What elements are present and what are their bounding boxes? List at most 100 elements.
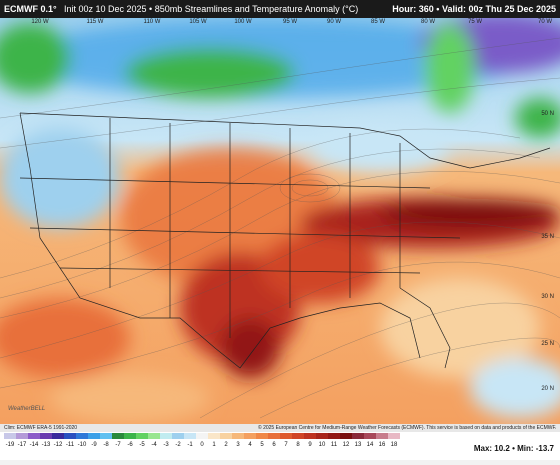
colorbar-label: 10 <box>319 442 326 448</box>
colorbar-swatch <box>160 433 172 439</box>
colorbar-label: -2 <box>175 442 181 448</box>
colorbar-label: 7 <box>284 442 288 448</box>
colorbar-swatch <box>76 433 88 439</box>
colorbar-label: -6 <box>127 442 133 448</box>
colorbar-swatch <box>52 433 64 439</box>
colorbar-label: 2 <box>224 442 228 448</box>
colorbar-swatch <box>16 433 28 439</box>
colorbar-swatch <box>196 433 208 439</box>
colorbar-label: 4 <box>248 442 252 448</box>
colorbar-label: -3 <box>163 442 169 448</box>
colorbar: -19 -17 -14 -13 -12 -11 -10 -9 -8 -7 -6 -5 -4 -3 -2 -1 0… <box>4 433 400 448</box>
colorbar-label: -1 <box>187 442 193 448</box>
colorbar-panel: -19 -17 -14 -13 -12 -11 -10 -9 -8 -7 -6 -5 -4 -3 -2 -1 0… <box>0 432 560 460</box>
longitude-label: 90 W <box>327 19 341 25</box>
colorbar-swatch <box>148 433 160 439</box>
colorbar-label: -8 <box>103 442 109 448</box>
longitude-label: 115 W <box>87 19 104 25</box>
colorbar-swatch <box>340 433 352 439</box>
longitude-label: 105 W <box>189 19 207 25</box>
colorbar-swatch <box>112 433 124 439</box>
colorbar-label: -12 <box>54 442 63 448</box>
colorbar-swatch <box>364 433 376 439</box>
colorbar-label: -10 <box>78 442 87 448</box>
colorbar-swatch <box>280 433 292 439</box>
latitude-label: 20 N <box>541 386 554 392</box>
colorbar-label: 16 <box>379 442 386 448</box>
colorbar-label: -14 <box>30 442 39 448</box>
colorbar-swatch <box>88 433 100 439</box>
model-name: ECMWF 0.1° <box>4 0 57 18</box>
init-label: Init 00z 10 Dec 2025 • 850mb Streamlines… <box>64 4 359 14</box>
colorbar-swatch <box>316 433 328 439</box>
latitude-label: 30 N <box>541 294 554 300</box>
colorbar-swatch <box>304 433 316 439</box>
colorbar-swatch <box>208 433 220 439</box>
longitude-label: 75 W <box>468 19 482 25</box>
colorbar-swatch <box>232 433 244 439</box>
latitude-labels: 50 N 35 N 30 N 25 N 20 N <box>541 111 554 392</box>
latitude-label: 25 N <box>541 341 554 347</box>
colorbar-label: 1 <box>212 442 216 448</box>
colorbar-swatch <box>388 433 400 439</box>
climatology-note: Clim: ECMWF ERA-5 1991-2020 <box>4 425 78 431</box>
max-min-label: Max: 10.2 • Min: -13.7 <box>473 444 554 453</box>
colorbar-label: -7 <box>115 442 121 448</box>
colorbar-swatch <box>136 433 148 439</box>
colorbar-label: -5 <box>139 442 145 448</box>
colorbar-swatch <box>352 433 364 439</box>
longitude-label: 95 W <box>283 19 297 25</box>
longitude-label: 80 W <box>421 19 435 25</box>
colorbar-swatch <box>172 433 184 439</box>
colorbar-label: -13 <box>42 442 51 448</box>
borders <box>19 112 551 369</box>
header-bar: ECMWF 0.1° Init 00z 10 Dec 2025 • 850mb … <box>0 0 560 18</box>
colorbar-swatch <box>220 433 232 439</box>
longitude-label: 85 W <box>371 19 385 25</box>
colorbar-swatch <box>328 433 340 439</box>
longitude-label: 120 W <box>31 19 49 25</box>
valid-label: Hour: 360 • Valid: 00z Thu 25 Dec 2025 <box>392 4 556 14</box>
colorbar-label: -4 <box>151 442 157 448</box>
colorbar-label: 5 <box>260 442 264 448</box>
colorbar-swatch <box>124 433 136 439</box>
colorbar-swatch <box>40 433 52 439</box>
model-label: ECMWF 0.1° <box>4 4 57 14</box>
longitude-label: 70 W <box>538 19 552 25</box>
longitude-label: 110 W <box>144 19 161 25</box>
footer: Clim: ECMWF ERA-5 1991-2020 © 2025 Europ… <box>0 424 560 432</box>
colorbar-label: 18 <box>391 442 398 448</box>
colorbar-swatch <box>4 433 16 439</box>
colorbar-swatch <box>268 433 280 439</box>
latitude-label: 35 N <box>541 234 554 240</box>
colorbar-label: -9 <box>91 442 97 448</box>
colorbar-label: -19 <box>6 442 15 448</box>
colorbar-swatch <box>376 433 388 439</box>
latitude-label: 50 N <box>541 111 554 117</box>
longitude-labels: 120 W 115 W 110 W 105 W 100 W 95 W 90 W 85 W 80 … <box>31 19 552 25</box>
colorbar-swatch <box>292 433 304 439</box>
colorbar-swatch <box>244 433 256 439</box>
copyright-note: © 2025 European Centre for Medium-Range … <box>258 425 557 431</box>
colorbar-swatch <box>100 433 112 439</box>
logo: WeatherBELL <box>8 406 45 412</box>
colorbar-label: 11 <box>331 442 338 448</box>
colorbar-label: 0 <box>200 442 204 448</box>
colorbar-swatch <box>256 433 268 439</box>
streamlines <box>0 37 560 419</box>
colorbar-label: 13 <box>355 442 362 448</box>
colorbar-label: -17 <box>18 442 27 448</box>
colorbar-label: -11 <box>66 442 75 448</box>
colorbar-label: 8 <box>296 442 300 448</box>
map: 120 W 115 W 110 W 105 W 100 W 95 W 90 W 85 W 80 … <box>0 18 560 424</box>
colorbar-label: 3 <box>236 442 240 448</box>
colorbar-swatch <box>184 433 196 439</box>
longitude-label: 100 W <box>234 19 252 25</box>
colorbar-label: 9 <box>308 442 312 448</box>
colorbar-swatch <box>64 433 76 439</box>
colorbar-swatch <box>28 433 40 439</box>
colorbar-label: 6 <box>272 442 276 448</box>
colorbar-label: 14 <box>367 442 374 448</box>
colorbar-label: 12 <box>343 442 350 448</box>
